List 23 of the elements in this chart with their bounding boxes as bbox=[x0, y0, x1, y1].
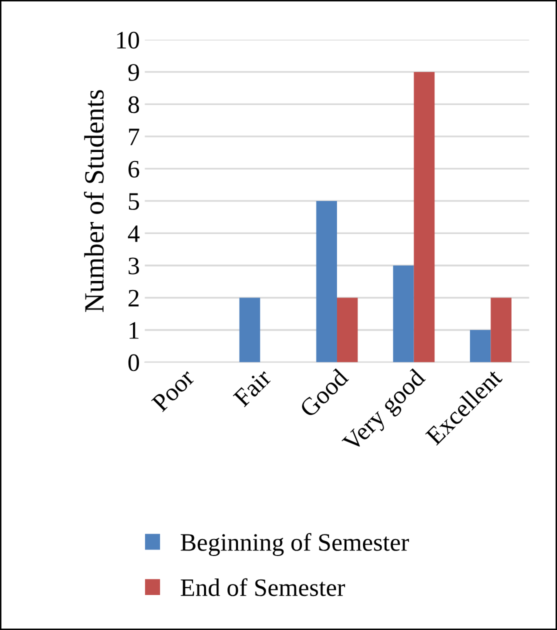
y-tick-label: 8 bbox=[128, 96, 140, 114]
bar bbox=[239, 298, 260, 362]
y-tick-label: 10 bbox=[117, 32, 140, 49]
y-tick-label: 5 bbox=[128, 193, 139, 210]
y-tick-label: 1 bbox=[130, 322, 138, 339]
x-tick-label: Poor bbox=[151, 368, 196, 412]
bar bbox=[470, 330, 491, 362]
legend-label: Beginning of Semester bbox=[180, 533, 409, 556]
bar bbox=[393, 265, 414, 362]
y-axis-title: Number of Students bbox=[84, 90, 104, 312]
y-tick-label: 2 bbox=[128, 290, 139, 306]
y-tick-label: 6 bbox=[128, 160, 140, 178]
legend-label: End of Semester bbox=[180, 578, 346, 596]
bar bbox=[316, 200, 337, 362]
y-tick-label: 9 bbox=[128, 64, 139, 81]
y-tick-label: 4 bbox=[128, 225, 140, 242]
x-tick-label: Fair bbox=[232, 368, 272, 408]
y-tick-label: 3 bbox=[128, 258, 139, 274]
bar bbox=[490, 298, 512, 362]
bar bbox=[414, 72, 435, 362]
y-tick-label: 7 bbox=[129, 128, 140, 146]
y-tick-label: 0 bbox=[128, 354, 140, 372]
bar bbox=[336, 298, 358, 362]
